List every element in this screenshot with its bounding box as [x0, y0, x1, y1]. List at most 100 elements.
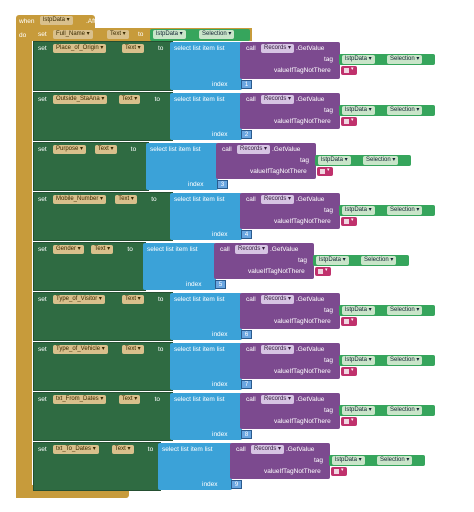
to-keyword: to [151, 196, 157, 203]
records-dropdown[interactable]: Records [235, 245, 269, 254]
property-dropdown[interactable]: Text [122, 295, 144, 304]
select-list-item-block[interactable] [170, 193, 242, 240]
component-dropdown[interactable]: lstpData [40, 16, 73, 25]
empty-text-block[interactable] [317, 167, 333, 176]
index-label: index [212, 231, 228, 238]
index-number[interactable]: 6 [241, 330, 252, 339]
getter-component-dropdown[interactable]: lstpData [342, 106, 375, 115]
records-dropdown[interactable]: Records [261, 95, 295, 104]
select-list-item-block[interactable] [158, 443, 232, 490]
select-list-item-block[interactable] [146, 143, 218, 190]
records-dropdown[interactable]: Records [261, 44, 295, 53]
to-keyword: to [138, 31, 144, 38]
getter-component-dropdown[interactable]: lstpData [332, 456, 365, 465]
target-dropdown[interactable]: Mobile_Number [53, 195, 107, 204]
select-list-item-block[interactable] [170, 293, 242, 340]
index-label: index [212, 431, 228, 438]
getter-component-dropdown[interactable]: lstpData [342, 55, 375, 64]
records-dropdown[interactable]: Records [237, 145, 271, 154]
index-number[interactable]: 3 [217, 180, 228, 189]
to-keyword: to [158, 45, 164, 52]
set-block[interactable] [33, 242, 146, 291]
index-number[interactable]: 8 [241, 430, 252, 439]
index-number[interactable]: 9 [231, 480, 242, 489]
target-dropdown[interactable]: Type_of_Visitor [53, 295, 105, 304]
getter-component-dropdown[interactable]: lstpData [342, 306, 375, 315]
property-dropdown[interactable]: Text [115, 195, 137, 204]
getter-component-dropdown[interactable]: lstpData [153, 30, 186, 39]
target-dropdown[interactable]: Purpose [53, 145, 87, 154]
getvalue-label: .GetValue [296, 96, 325, 103]
valueiftagnotthere-label: valueIfTagNotThere [250, 168, 307, 175]
valueiftagnotthere-label: valueIfTagNotThere [274, 118, 331, 125]
records-dropdown[interactable]: Records [261, 395, 295, 404]
getter-property-dropdown[interactable]: Selection [387, 106, 423, 115]
getter-property-dropdown[interactable]: Selection [199, 30, 235, 39]
getter-property-dropdown[interactable]: Selection [361, 256, 397, 265]
call-keyword: call [246, 196, 256, 203]
set-keyword: set [38, 396, 47, 403]
set-keyword: set [38, 196, 47, 203]
set-keyword: set [38, 246, 47, 253]
tag-label: tag [324, 207, 334, 214]
select-list-item-block[interactable] [170, 343, 242, 390]
valueiftagnotthere-label: valueIfTagNotThere [274, 318, 331, 325]
index-number[interactable]: 4 [241, 230, 252, 239]
getter-component-dropdown[interactable]: lstpData [316, 256, 349, 265]
index-label: index [212, 131, 228, 138]
select-list-item-block[interactable] [143, 243, 216, 290]
records-dropdown[interactable]: Records [261, 345, 295, 354]
target-dropdown[interactable]: txt_From_Dates [53, 395, 107, 404]
getter-property-dropdown[interactable]: Selection [377, 456, 413, 465]
index-number[interactable]: 2 [241, 130, 252, 139]
empty-text-block[interactable] [341, 117, 357, 126]
index-number[interactable]: 7 [241, 380, 252, 389]
to-keyword: to [158, 296, 164, 303]
to-keyword: to [130, 146, 137, 153]
getter-component-dropdown[interactable]: lstpData [342, 406, 375, 415]
target-dropdown[interactable]: Outside_StaAna [53, 95, 108, 104]
target-dropdown[interactable]: Type_of_Vehicle [53, 345, 108, 354]
getter-property-dropdown[interactable]: Selection [363, 156, 399, 165]
getter-component-dropdown[interactable]: lstpData [342, 356, 375, 365]
target-dropdown[interactable]: txt_To_Dates [53, 445, 99, 454]
getter-property-dropdown[interactable]: Selection [387, 55, 423, 64]
empty-text-block[interactable] [341, 417, 357, 426]
getter-component-dropdown[interactable]: lstpData [318, 156, 351, 165]
target-dropdown[interactable]: Place_of_Origin [53, 44, 107, 53]
property-dropdown[interactable]: Text [122, 44, 144, 53]
empty-text-block[interactable] [341, 317, 357, 326]
select-list-item-label: select list item list [174, 296, 225, 303]
empty-text-block[interactable] [315, 267, 331, 276]
property-dropdown[interactable]: Text [94, 145, 117, 154]
empty-text-block[interactable] [341, 217, 357, 226]
set-keyword: set [38, 31, 47, 38]
select-list-item-block[interactable] [170, 393, 242, 440]
index-number[interactable]: 1 [241, 80, 252, 89]
getter-property-dropdown[interactable]: Selection [387, 406, 423, 415]
getter-property-dropdown[interactable]: Selection [387, 306, 423, 315]
select-list-item-block[interactable] [170, 42, 242, 90]
when-keyword: when [19, 18, 35, 25]
empty-text-block[interactable] [331, 467, 347, 476]
property-dropdown[interactable]: Text [107, 30, 129, 39]
records-dropdown[interactable]: Records [261, 295, 295, 304]
index-number[interactable]: 5 [215, 280, 226, 289]
empty-text-block[interactable] [341, 367, 357, 376]
tag-label: tag [324, 407, 334, 414]
records-dropdown[interactable]: Records [251, 445, 285, 454]
target-dropdown[interactable]: Full_Name [53, 30, 93, 39]
getter-component-dropdown[interactable]: lstpData [342, 206, 375, 215]
property-dropdown[interactable]: Text [111, 445, 134, 454]
select-list-item-block[interactable] [170, 93, 242, 140]
empty-text-block[interactable] [341, 66, 357, 75]
target-dropdown[interactable]: Gender [53, 245, 84, 254]
records-dropdown[interactable]: Records [261, 195, 295, 204]
property-dropdown[interactable]: Text [122, 345, 144, 354]
getter-property-dropdown[interactable]: Selection [387, 206, 423, 215]
set-keyword: set [38, 96, 47, 103]
property-dropdown[interactable]: Text [91, 245, 114, 254]
property-dropdown[interactable]: Text [118, 95, 141, 104]
property-dropdown[interactable]: Text [118, 395, 141, 404]
getter-property-dropdown[interactable]: Selection [387, 356, 423, 365]
